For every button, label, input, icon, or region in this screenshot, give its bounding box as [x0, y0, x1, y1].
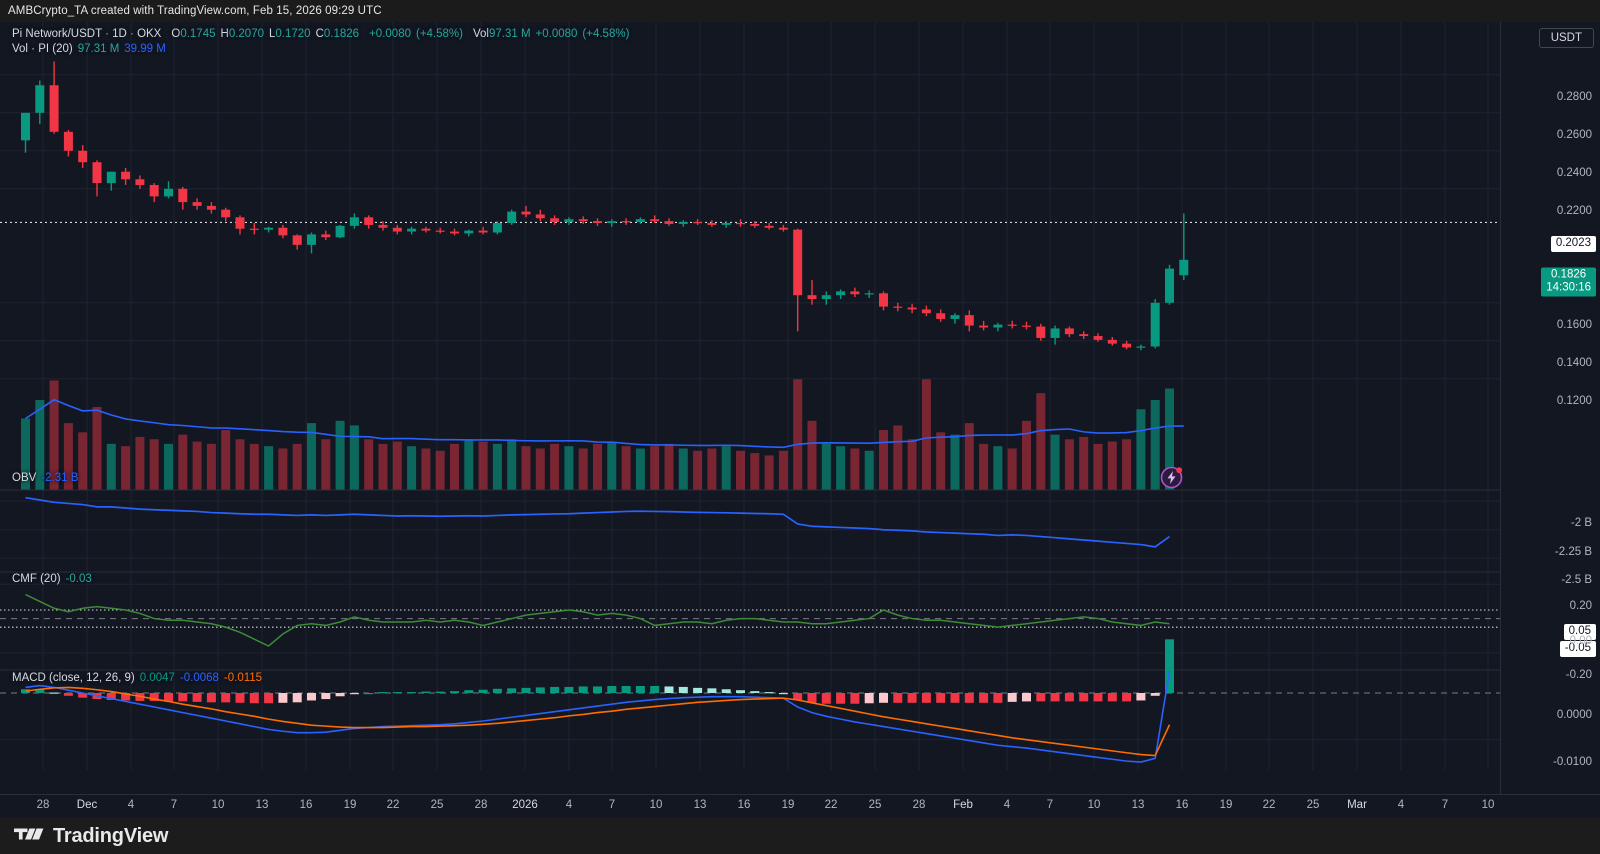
time-axis-label: 10 — [1087, 799, 1101, 811]
chart-canvas — [0, 22, 1508, 794]
currency-badge[interactable]: USDT — [1538, 28, 1594, 48]
time-axis-label: 19 — [343, 799, 357, 811]
price-axis[interactable]: USDT 0.2800 0.2600 0.2400 0.2200 0.1600 0.140… — [1500, 22, 1600, 794]
time-axis-label: Feb — [953, 799, 973, 811]
obv-tick-0: -2 B — [1570, 517, 1592, 530]
time-axis-label: 10 — [211, 799, 225, 811]
time-axis-label: 10 — [649, 799, 663, 811]
time-axis-label: 4 — [565, 799, 573, 811]
time-axis-label: Mar — [1347, 799, 1367, 811]
attribution-text: AMBCrypto_TA created with TradingView.co… — [0, 0, 1600, 22]
cmf-tick-0: 0.20 — [1569, 600, 1592, 613]
time-axis-label: 25 — [1306, 799, 1320, 811]
time-axis-label: 28 — [912, 799, 926, 811]
price-line-tag[interactable]: 0.2023 — [1550, 236, 1596, 253]
cmf-zero-tick: 0.00 — [1569, 634, 1592, 647]
time-axis-label: 28 — [474, 799, 488, 811]
time-axis-label: 22 — [386, 799, 400, 811]
time-axis-label: 7 — [1046, 799, 1054, 811]
time-axis-label: 25 — [868, 799, 882, 811]
time-axis-label: 28 — [36, 799, 50, 811]
time-axis-label: 4 — [127, 799, 135, 811]
obv-tick-1: -2.25 B — [1554, 545, 1592, 558]
time-axis-label: 16 — [1175, 799, 1189, 811]
price-tick-0: 0.2800 — [1556, 90, 1592, 103]
time-axis-label: 22 — [1262, 799, 1276, 811]
macd-tick-1: -0.0100 — [1552, 755, 1592, 768]
price-tick-2: 0.2400 — [1556, 166, 1592, 179]
time-axis-label: 13 — [255, 799, 269, 811]
brand-name: TradingView — [53, 824, 169, 847]
tradingview-brand: TradingView — [0, 818, 1600, 854]
time-axis-label: 7 — [1441, 799, 1449, 811]
time-axis-label: 22 — [824, 799, 838, 811]
price-tick-3: 0.2200 — [1556, 204, 1592, 217]
time-axis-label: 7 — [608, 799, 616, 811]
price-tick-6: 0.1200 — [1556, 394, 1592, 407]
tradingview-logo-icon — [14, 825, 44, 848]
time-axis-label: 13 — [1131, 799, 1145, 811]
time-axis-label: 13 — [693, 799, 707, 811]
time-axis-label: 4 — [1003, 799, 1011, 811]
time-axis-label: 4 — [1397, 799, 1405, 811]
time-axis-label: Dec — [76, 799, 98, 811]
time-axis-label: 19 — [781, 799, 795, 811]
time-axis-label: 16 — [737, 799, 751, 811]
cmf-tick-1: -0.20 — [1565, 668, 1592, 681]
cmf-band-tag-1[interactable]: -0.05 — [1559, 641, 1596, 658]
price-tick-4: 0.1600 — [1556, 318, 1592, 331]
price-tick-1: 0.2600 — [1556, 128, 1592, 141]
time-axis-label: 25 — [430, 799, 444, 811]
price-tick-5: 0.1400 — [1556, 356, 1592, 369]
cmf-band-tag-0[interactable]: 0.05 — [1563, 624, 1596, 640]
time-axis-label: 16 — [299, 799, 313, 811]
time-axis-label: 10 — [1481, 799, 1495, 811]
time-axis[interactable]: 28 Dec 4 7 10 13 16 19 22 25 28 2026 4 7 10 13 16 19 22 25 2… — [0, 794, 1600, 818]
obv-tick-2: -2.5 B — [1561, 574, 1592, 587]
last-price-tag[interactable]: 0.1826 14:30:16 — [1541, 267, 1596, 297]
chart-container[interactable]: Pi Network/USDT · 1D · OKX O0.1745 H0.2070… — [0, 22, 1600, 794]
lightning-badge-icon[interactable] — [1160, 466, 1183, 489]
macd-tick-0: 0.0000 — [1556, 709, 1592, 721]
time-axis-label: 7 — [170, 799, 178, 811]
time-axis-label: 2026 — [512, 799, 538, 811]
plot-area[interactable] — [0, 22, 1508, 794]
time-axis-label: 19 — [1219, 799, 1233, 811]
